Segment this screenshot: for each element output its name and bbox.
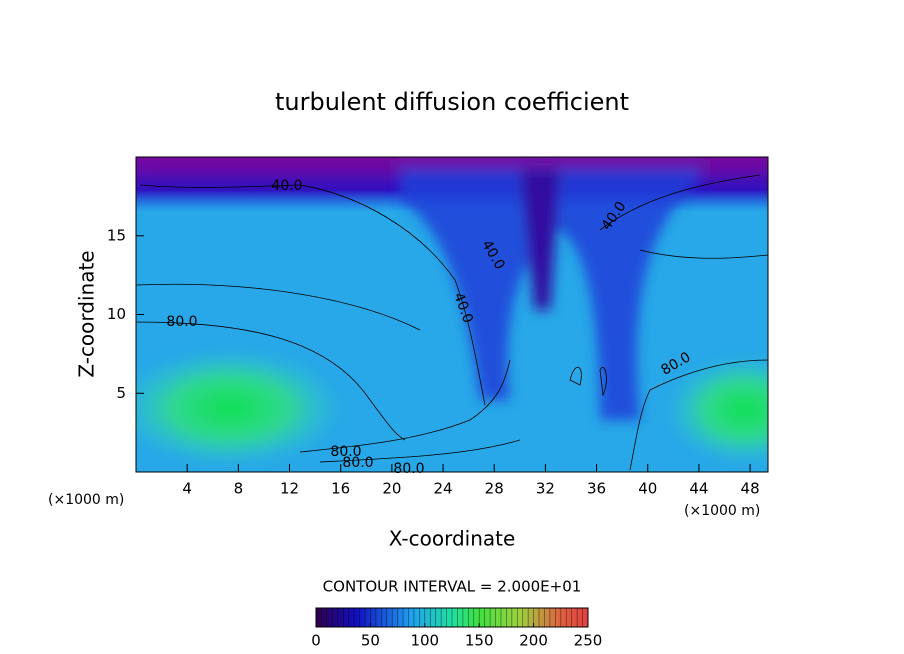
x-tick-label: 36 bbox=[587, 480, 606, 498]
x-tick-label: 24 bbox=[433, 480, 452, 498]
x-unit-label: (×1000 m) bbox=[684, 503, 760, 519]
contour-label: 40.0 bbox=[271, 178, 302, 194]
contour-label: 80.0 bbox=[393, 461, 424, 477]
y-unit-label: (×1000 m) bbox=[48, 492, 124, 508]
colorbar-tick-label: 100 bbox=[410, 632, 439, 650]
y-axis-label: Z-coordinate bbox=[75, 250, 99, 377]
x-tick-label: 32 bbox=[536, 480, 555, 498]
x-tick-label: 48 bbox=[741, 480, 760, 498]
y-tick-label: 5 bbox=[116, 384, 126, 402]
x-tick-label: 44 bbox=[689, 480, 708, 498]
colorbar-tick-label: 250 bbox=[574, 632, 603, 650]
y-tick-label: 10 bbox=[107, 305, 126, 323]
colorbar-tick-label: 150 bbox=[465, 632, 494, 650]
x-tick-label: 8 bbox=[234, 480, 244, 498]
colorbar-tick-label: 50 bbox=[361, 632, 380, 650]
colorbar-title: CONTOUR INTERVAL = 2.000E+01 bbox=[323, 578, 582, 596]
colorbar-tick-label: 0 bbox=[311, 632, 321, 650]
x-tick-label: 40 bbox=[638, 480, 657, 498]
colorbar-tick-label: 200 bbox=[519, 632, 548, 650]
contour-label: 80.0 bbox=[166, 314, 197, 330]
x-tick-label: 16 bbox=[331, 480, 350, 498]
x-axis-label: X-coordinate bbox=[389, 527, 516, 551]
x-tick-label: 12 bbox=[280, 480, 299, 498]
chart-title: turbulent diffusion coefficient bbox=[275, 88, 629, 116]
x-tick-label: 4 bbox=[182, 480, 192, 498]
contour-label: 80.0 bbox=[342, 455, 373, 471]
x-tick-label: 28 bbox=[485, 480, 504, 498]
x-tick-label: 20 bbox=[382, 480, 401, 498]
contour-label: 80.0 bbox=[330, 444, 361, 460]
contour-field bbox=[136, 157, 768, 472]
y-tick-label: 15 bbox=[107, 226, 126, 244]
